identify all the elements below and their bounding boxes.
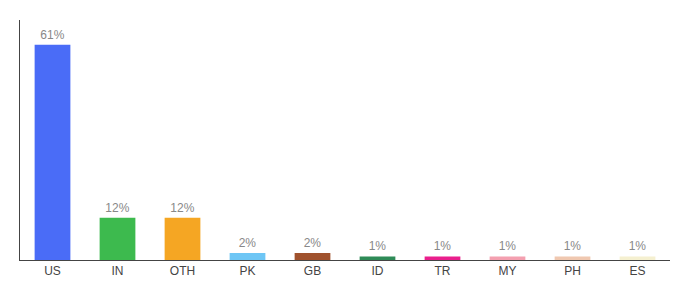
svg-text:12%: 12%	[170, 201, 194, 215]
svg-text:OTH: OTH	[170, 264, 195, 278]
svg-text:IN: IN	[112, 264, 124, 278]
svg-text:2%: 2%	[304, 236, 322, 250]
svg-text:61%: 61%	[40, 28, 64, 42]
svg-text:1%: 1%	[629, 239, 647, 253]
svg-text:PK: PK	[239, 264, 255, 278]
svg-text:1%: 1%	[434, 239, 452, 253]
svg-text:GB: GB	[304, 264, 321, 278]
svg-text:2%: 2%	[239, 236, 257, 250]
svg-text:ES: ES	[629, 264, 645, 278]
svg-text:TR: TR	[435, 264, 451, 278]
svg-text:PH: PH	[564, 264, 581, 278]
svg-text:MY: MY	[499, 264, 517, 278]
svg-text:12%: 12%	[105, 201, 129, 215]
svg-text:1%: 1%	[369, 239, 387, 253]
svg-text:US: US	[44, 264, 61, 278]
svg-text:ID: ID	[372, 264, 384, 278]
svg-text:1%: 1%	[564, 239, 582, 253]
svg-text:1%: 1%	[499, 239, 517, 253]
